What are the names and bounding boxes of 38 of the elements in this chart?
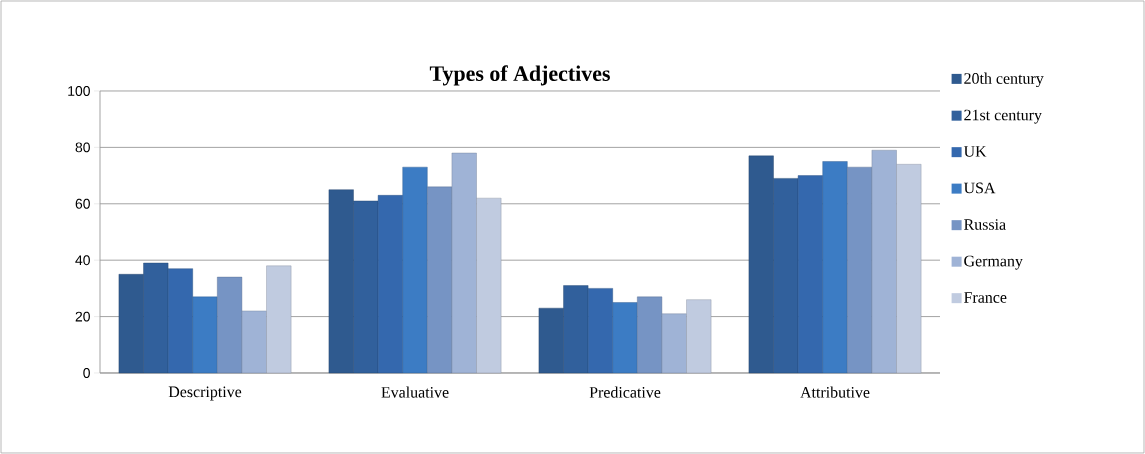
x-tick-label: Predicative bbox=[589, 386, 661, 398]
bar bbox=[686, 299, 712, 374]
chart-title: Types of Adjectives bbox=[429, 65, 610, 86]
legend-label: USA bbox=[963, 182, 996, 194]
y-tick-label: 40 bbox=[75, 255, 90, 266]
bar bbox=[896, 164, 922, 374]
x-tick-label: Evaluative bbox=[381, 386, 449, 398]
bar bbox=[167, 268, 193, 374]
bar bbox=[637, 296, 663, 374]
legend-label: 20th century bbox=[964, 72, 1044, 88]
y-tick-label: 0 bbox=[83, 368, 90, 378]
bar bbox=[661, 313, 687, 374]
bar bbox=[217, 276, 243, 374]
bar bbox=[587, 288, 613, 374]
x-tick-label: Attributive bbox=[800, 386, 870, 398]
y-tick-label: 20 bbox=[75, 311, 90, 322]
bar bbox=[451, 152, 477, 374]
legend-label: 21st century bbox=[964, 109, 1042, 124]
bar bbox=[266, 265, 292, 374]
bar bbox=[847, 166, 873, 374]
bar bbox=[476, 197, 502, 374]
legend-label: Russia bbox=[964, 219, 1006, 230]
y-tick-label: 100 bbox=[68, 86, 90, 96]
bar bbox=[402, 166, 428, 374]
legend-label: UK bbox=[963, 146, 987, 157]
bar bbox=[192, 296, 218, 374]
bar bbox=[822, 161, 848, 374]
bar bbox=[612, 302, 638, 374]
bar bbox=[241, 310, 267, 374]
y-tick-label: 80 bbox=[75, 142, 90, 153]
bar bbox=[377, 195, 403, 374]
legend-label: France bbox=[964, 292, 1007, 303]
bar bbox=[871, 150, 897, 374]
bar bbox=[427, 186, 453, 374]
x-tick-label: Descriptive bbox=[168, 386, 242, 401]
legend-label: Germany bbox=[964, 255, 1023, 270]
y-tick-label: 60 bbox=[75, 198, 90, 209]
bar bbox=[797, 175, 823, 374]
